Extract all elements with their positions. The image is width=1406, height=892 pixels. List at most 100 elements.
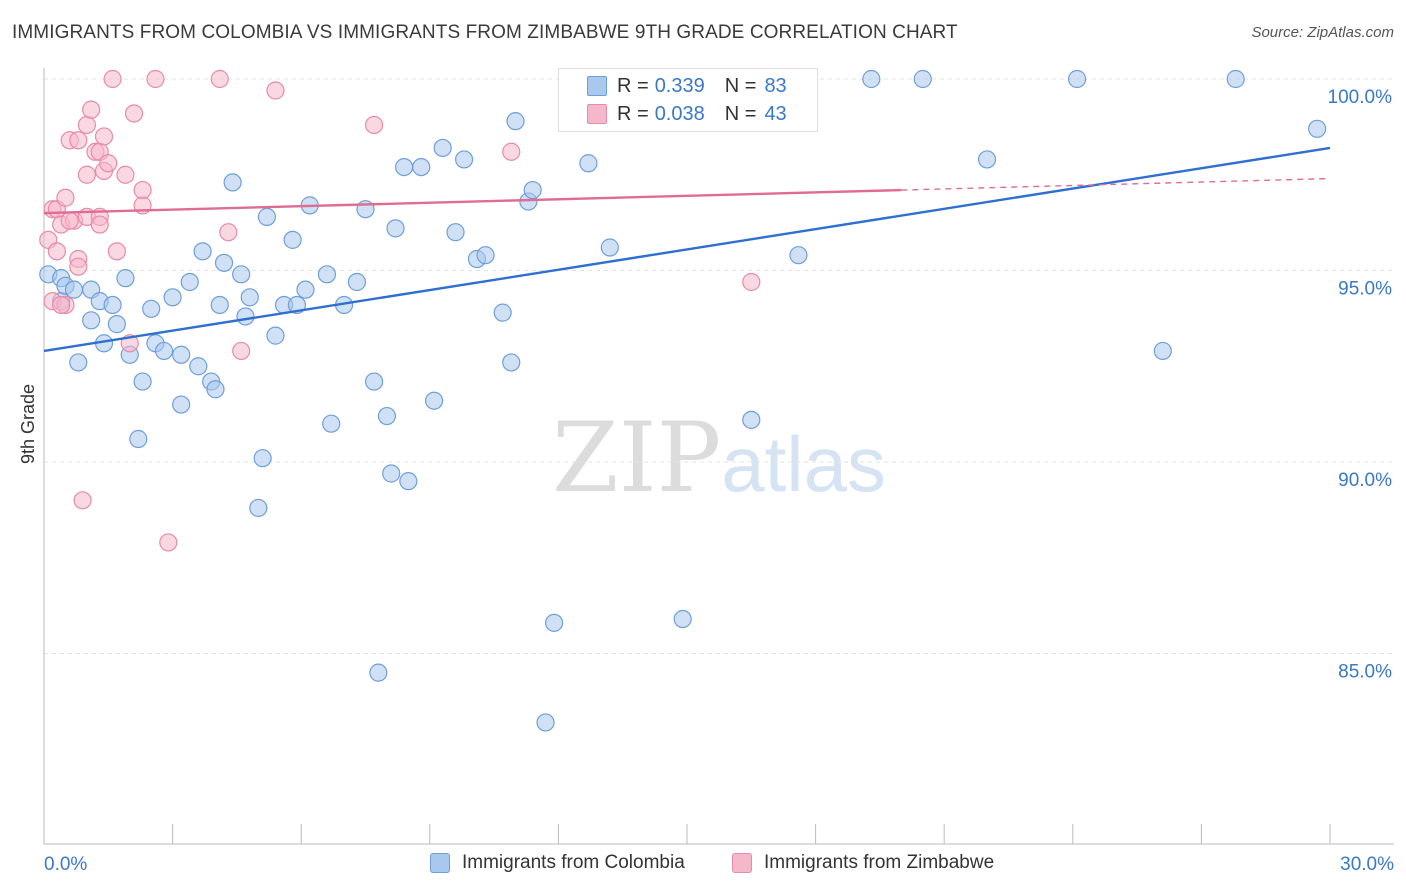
zimbabwe-trend-line — [43, 188, 902, 215]
colombia-point — [412, 157, 431, 177]
colombia-point — [210, 295, 229, 315]
colombia-point — [133, 372, 152, 391]
colombia-point — [977, 150, 997, 169]
colombia-point — [377, 406, 397, 426]
legend-r-label: R = — [617, 102, 649, 125]
colombia-point — [172, 345, 191, 364]
colombia-point — [69, 353, 88, 372]
colombia-point — [266, 326, 285, 345]
colombia-point — [382, 464, 401, 483]
colombia-point — [433, 138, 452, 158]
legend-swatch-colombia — [430, 853, 450, 873]
colombia-point — [1226, 69, 1245, 89]
zimbabwe-point — [107, 242, 126, 261]
colombia-point — [446, 223, 465, 242]
legend-n-value: 43 — [764, 102, 787, 125]
y-tick-label: 95.0% — [1338, 279, 1392, 300]
watermark: ZIPatlas — [552, 402, 886, 514]
colombia-point — [536, 713, 555, 732]
chart-title: IMMIGRANTS FROM COLOMBIA VS IMMIGRANTS F… — [12, 22, 958, 43]
colombia-point — [206, 380, 225, 399]
colombia-point — [129, 429, 148, 449]
zimbabwe-point — [219, 223, 238, 242]
legend-r-label: R = — [617, 74, 649, 97]
colombia-point — [424, 391, 444, 410]
colombia-point — [502, 353, 521, 372]
zimbabwe-point — [99, 154, 118, 173]
zimbabwe-point — [210, 69, 229, 89]
colombia-point — [789, 246, 808, 265]
series-legend: Immigrants from Colombia Immigrants from… — [0, 852, 1406, 876]
zimbabwe-trend-extension — [901, 177, 1331, 191]
zimbabwe-point — [47, 242, 66, 261]
watermark-atlas: atlas — [721, 420, 886, 508]
colombia-point — [364, 372, 384, 391]
watermark-zip: ZIP — [552, 402, 722, 514]
legend-row-zimbabwe: R = 0.038 N = 43 — [559, 101, 787, 127]
zimbabwe-point — [90, 215, 109, 234]
colombia-point — [579, 154, 598, 173]
legend-item-colombia: Immigrants from Colombia — [430, 852, 685, 874]
x-tick-label: 0.0% — [44, 854, 87, 875]
colombia-point — [283, 230, 302, 249]
colombia-point — [257, 207, 277, 226]
zimbabwe-point — [69, 131, 88, 150]
colombia-trend-line — [43, 146, 1331, 353]
legend-n-value: 83 — [764, 74, 787, 97]
colombia-point — [240, 288, 259, 307]
colombia-point — [1067, 69, 1087, 89]
y-axis-label: 9th Grade — [18, 383, 38, 464]
colombia-point — [386, 219, 405, 238]
colombia-point — [600, 238, 619, 257]
colombia-point — [223, 173, 242, 192]
legend-item-label: Immigrants from Zimbabwe — [764, 852, 995, 873]
y-tick-label: 100.0% — [1328, 87, 1393, 108]
colombia-point — [399, 472, 418, 491]
colombia-point — [103, 295, 122, 315]
legend-item-zimbabwe: Immigrants from Zimbabwe — [732, 852, 994, 874]
colombia-point — [116, 269, 135, 288]
colombia-point — [673, 609, 692, 629]
legend-row-colombia: R = 0.339 N = 83 — [559, 73, 787, 99]
colombia-point — [862, 69, 881, 89]
zimbabwe-point — [146, 69, 165, 89]
zimbabwe-point — [232, 341, 251, 361]
colombia-point — [82, 311, 101, 330]
legend-item-label: Immigrants from Colombia — [462, 852, 685, 873]
zimbabwe-point — [364, 115, 384, 135]
zimbabwe-point — [94, 127, 114, 146]
colombia-point — [369, 663, 388, 682]
colombia-point — [347, 272, 367, 292]
colombia-point — [322, 414, 341, 433]
colombia-point — [506, 112, 525, 131]
zimbabwe-point — [133, 180, 152, 200]
zimbabwe-point — [77, 165, 96, 184]
colombia-point — [296, 280, 315, 299]
colombia-point — [253, 449, 272, 468]
colombia-point — [394, 157, 414, 177]
colombia-point — [317, 265, 337, 284]
stats-legend: R = 0.339 N = 83 R = 0.038 N = 43 — [558, 68, 818, 132]
legend-r-value: 0.339 — [654, 74, 705, 97]
colombia-point — [64, 280, 84, 299]
zimbabwe-point — [502, 142, 521, 161]
legend-swatch-colombia — [587, 76, 607, 96]
colombia-point — [493, 303, 512, 322]
colombia-point — [545, 613, 564, 632]
zimbabwe-point — [73, 491, 92, 510]
source-label: Source: ZipAtlas.com — [1251, 24, 1394, 41]
colombia-point — [523, 180, 542, 200]
zimbabwe-point — [742, 272, 761, 292]
colombia-point — [1308, 119, 1327, 138]
zimbabwe-point — [82, 100, 101, 119]
legend-n-label: N = — [724, 74, 757, 97]
zimbabwe-point — [52, 295, 71, 315]
colombia-point — [172, 395, 191, 414]
legend-swatch-zimbabwe — [587, 104, 607, 124]
colombia-point — [742, 410, 761, 429]
legend-swatch-zimbabwe — [732, 853, 752, 873]
colombia-point — [163, 288, 182, 307]
colombia-point — [476, 246, 495, 265]
colombia-point — [454, 150, 474, 169]
